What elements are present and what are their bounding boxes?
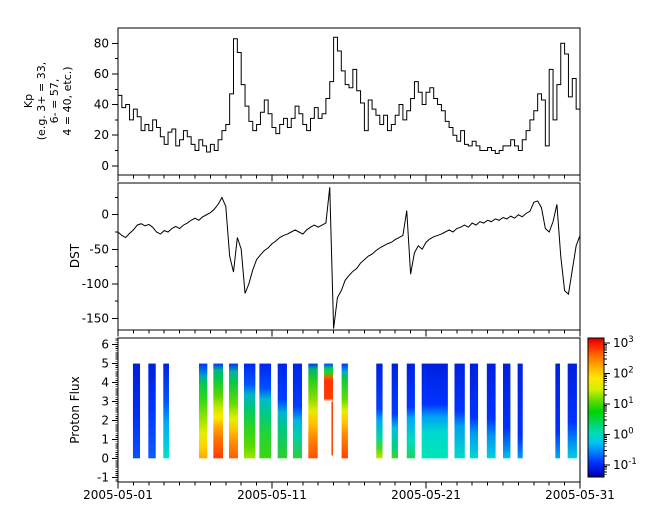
dst-axis-label: DST	[68, 243, 82, 269]
proton_flux-y-tick-label: 2	[101, 413, 109, 427]
proton-flux-bar	[148, 363, 156, 459]
dst-y-ticks: 0 -50 -100 -150	[82, 196, 118, 325]
proton-flux-bar	[331, 401, 333, 456]
proton-flux-bar	[213, 363, 224, 459]
proton_flux-x-ticks	[117, 482, 581, 489]
colorbar-tick-label: 102	[613, 366, 634, 381]
x-tick-label-3: 2005-05-21	[391, 488, 461, 502]
proton-flux-bar	[199, 363, 208, 459]
kp-y-tick-label: 0	[101, 159, 109, 173]
kp-series-line	[118, 36, 580, 155]
kp-y-tick-label: 60	[94, 67, 109, 81]
proton-flux-bar	[454, 363, 465, 459]
dst-panel: 0 -50 -100 -150	[82, 182, 581, 337]
kp-axis-label-line4: 4 = 40, etc.)	[61, 66, 74, 136]
proton-flux-bar	[259, 363, 272, 459]
dst-y-tick-label: 0	[101, 208, 109, 222]
dst-series-line	[118, 187, 580, 329]
proton-flux-bars	[132, 363, 577, 459]
proton-flux-bar	[163, 363, 169, 459]
proton-flux-bar	[308, 363, 318, 459]
x-tick-label-1: 2005-05-01	[83, 488, 153, 502]
kp-axis-label-line2: (e.g. 3+ = 33,	[35, 61, 48, 141]
kp-axis-label-line1: Kp	[22, 93, 35, 109]
proton_flux-panel: -1 0 1 2 3 4 5 6	[97, 337, 581, 489]
proton-flux-bar	[503, 363, 511, 459]
proton_flux-panel-border	[117, 337, 581, 483]
colorbar-tick-label: 100	[613, 427, 634, 442]
colorbar: 103 102 101 100 10-1	[587, 335, 637, 478]
kp-axis-label-line3: 6- = 57,	[48, 78, 61, 124]
proton-flux-bar	[555, 363, 560, 459]
x-tick-label-4: 2005-05-31	[545, 488, 615, 502]
proton-flux-bar	[292, 363, 303, 459]
proton_flux-y-tick-label: 5	[101, 357, 109, 371]
proton-flux-bar	[469, 363, 479, 459]
proton-flux-bar	[517, 363, 523, 459]
kp-axis-label: Kp (e.g. 3+ = 33, 6- = 57, 4 = 40, etc.)	[0, 31, 118, 171]
proton-flux-bar	[132, 363, 141, 459]
dst-y-tick-label: -50	[89, 242, 109, 256]
colorbar-tick-label: 101	[613, 396, 634, 411]
proton-flux-bar	[324, 363, 333, 459]
proton_flux-y-tick-label: 6	[101, 338, 109, 352]
proton_flux-y-tick-label: 0	[101, 451, 109, 465]
kp-x-ticks	[117, 175, 581, 182]
proton-flux-bar	[376, 363, 383, 459]
kp-panel-border	[117, 27, 581, 176]
proton_flux-y-tick-label: 3	[101, 394, 109, 408]
proton-flux-bar	[486, 363, 496, 459]
dst-panel-border	[117, 182, 581, 331]
proton-flux-axis-label: Proton Flux	[68, 376, 82, 444]
kp-panel: 0 20 40 60 80	[94, 27, 581, 182]
proton-flux-bar	[243, 363, 256, 459]
dst-y-tick-label: -150	[82, 311, 109, 325]
proton-flux-bar	[229, 363, 238, 459]
proton-flux-bar	[421, 363, 448, 459]
proton-flux-bar	[391, 363, 398, 459]
dst-y-tick-label: -100	[82, 277, 109, 291]
proton_flux-y-ticks: -1 0 1 2 3 4 5 6	[97, 338, 118, 484]
proton-flux-bar	[341, 363, 348, 459]
proton-flux-bar	[567, 363, 577, 459]
proton-flux-bar	[277, 363, 287, 459]
proton_flux-y-tick-label: 1	[101, 432, 109, 446]
kp-y-tick-label: 40	[94, 98, 109, 112]
colorbar-gradient	[588, 338, 604, 477]
x-tick-label-2: 2005-05-11	[237, 488, 307, 502]
kp-y-tick-label: 20	[94, 128, 109, 142]
kp-y-tick-label: 80	[94, 36, 109, 50]
proton_flux-y-tick-label: -1	[97, 470, 109, 484]
proton-flux-bar	[406, 363, 415, 459]
kp-y-ticks: 0 20 40 60 80	[94, 36, 118, 173]
colorbar-tick-label: 103	[613, 335, 634, 350]
proton_flux-y-tick-label: 4	[101, 376, 109, 390]
dst-x-ticks	[117, 330, 581, 337]
colorbar-tick-label: 10-1	[613, 457, 637, 472]
